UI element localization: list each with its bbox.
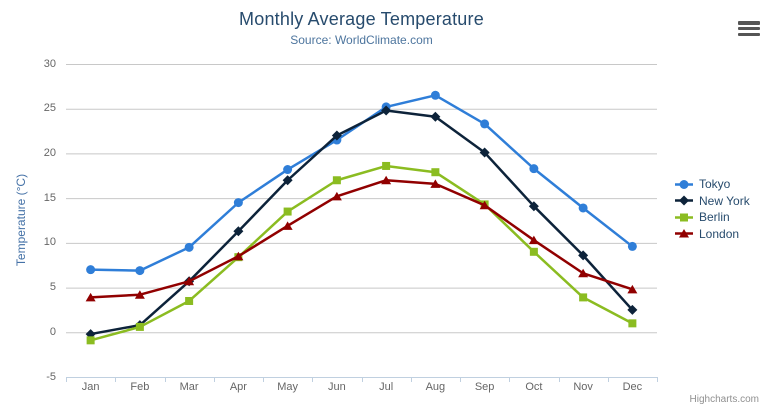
series-line-london	[89, 179, 634, 299]
x-tick-label: Oct	[525, 381, 543, 393]
hamburger-icon	[738, 32, 760, 36]
legend-label: New York	[699, 193, 750, 208]
data-point-london[interactable]	[528, 235, 539, 245]
hamburger-icon	[738, 26, 760, 31]
y-tick-label: 10	[43, 236, 56, 249]
y-tick-label: 0	[49, 325, 56, 338]
data-point-berlin[interactable]	[579, 293, 588, 302]
data-point-new-york[interactable]	[578, 250, 589, 261]
data-point-new-york[interactable]	[627, 304, 638, 315]
data-point-berlin[interactable]	[185, 296, 194, 305]
context-menu-button[interactable]	[738, 21, 760, 36]
data-point-new-york[interactable]	[233, 226, 244, 237]
data-point-tokyo[interactable]	[529, 164, 539, 174]
data-point-new-york[interactable]	[479, 147, 490, 158]
data-point-berlin[interactable]	[382, 161, 391, 170]
y-tick-label: 30	[43, 57, 56, 70]
x-tick-label: Jan	[81, 381, 100, 393]
legend-label: Tokyo	[699, 177, 731, 192]
data-point-london[interactable]	[134, 290, 145, 299]
x-tick-label: Jul	[379, 381, 394, 393]
data-point-london[interactable]	[233, 251, 244, 261]
x-tick-label: Aug	[425, 381, 446, 393]
legend-triangle-icon	[675, 229, 693, 238]
data-point-tokyo[interactable]	[283, 165, 293, 175]
data-point-new-york[interactable]	[430, 111, 441, 122]
data-point-new-york[interactable]	[381, 105, 392, 116]
data-point-berlin[interactable]	[86, 336, 95, 345]
x-tick-label: Mar	[179, 381, 199, 393]
data-point-berlin[interactable]	[332, 176, 341, 185]
data-point-berlin[interactable]	[135, 322, 144, 331]
data-point-berlin[interactable]	[529, 247, 538, 256]
x-tick-label: Feb	[130, 381, 150, 393]
legend: Tokyo New York Berlin London	[674, 176, 750, 242]
legend-label: London	[699, 226, 740, 241]
chart-subtitle: Source: WorldClimate.com	[290, 33, 433, 47]
series-tokyo[interactable]	[86, 90, 637, 276]
data-point-tokyo[interactable]	[480, 119, 490, 129]
x-tick-label: Dec	[622, 381, 643, 393]
data-point-tokyo[interactable]	[233, 198, 243, 208]
data-point-tokyo[interactable]	[430, 90, 440, 100]
data-point-new-york[interactable]	[331, 130, 342, 141]
y-tick-label: 15	[43, 191, 56, 204]
legend-item-tokyo[interactable]: Tokyo	[674, 176, 750, 193]
series-line-berlin	[89, 164, 634, 342]
series-line-tokyo	[89, 94, 634, 272]
data-point-tokyo[interactable]	[627, 241, 637, 251]
data-point-london[interactable]	[85, 292, 96, 302]
data-point-london[interactable]	[282, 221, 293, 230]
data-point-tokyo[interactable]	[135, 266, 145, 276]
data-point-tokyo[interactable]	[578, 203, 588, 213]
data-point-london[interactable]	[184, 276, 195, 286]
legend-circle-icon	[675, 179, 693, 189]
y-tick-label: 25	[43, 102, 56, 115]
data-point-berlin[interactable]	[283, 207, 292, 216]
hamburger-icon	[738, 21, 760, 25]
data-point-london[interactable]	[430, 179, 441, 188]
credits-link[interactable]: Highcharts.com	[689, 394, 759, 405]
legend-label: Berlin	[699, 210, 730, 225]
legend-item-new-york[interactable]: New York	[674, 193, 750, 210]
data-point-london[interactable]	[627, 284, 638, 294]
data-point-new-york[interactable]	[528, 201, 539, 212]
data-point-london[interactable]	[331, 191, 342, 201]
series-new-york[interactable]	[85, 105, 638, 340]
data-point-london[interactable]	[479, 200, 490, 210]
data-point-tokyo[interactable]	[184, 242, 194, 252]
legend-square-icon	[675, 213, 693, 222]
data-point-tokyo[interactable]	[86, 265, 96, 275]
x-tick-label: May	[277, 381, 299, 393]
data-point-berlin[interactable]	[431, 168, 440, 177]
legend-item-berlin[interactable]: Berlin	[674, 209, 750, 226]
x-tick-label: Apr	[229, 381, 247, 393]
legend-diamond-icon	[675, 195, 693, 206]
y-tick-label: 5	[49, 281, 56, 294]
data-point-london[interactable]	[578, 268, 589, 278]
data-point-berlin[interactable]	[628, 319, 637, 328]
data-point-new-york[interactable]	[282, 175, 293, 186]
chart-title: Monthly Average Temperature	[239, 9, 484, 29]
x-tick-label: Nov	[573, 381, 593, 393]
x-tick-label: Jun	[328, 381, 346, 393]
data-point-london[interactable]	[381, 175, 392, 185]
series-line-new-york	[89, 109, 634, 336]
y-tick-label: 20	[43, 146, 56, 159]
legend-item-london[interactable]: London	[674, 226, 750, 243]
series-london[interactable]	[85, 175, 638, 302]
y-tick-label: -5	[46, 370, 56, 383]
x-tick-label: Sep	[474, 381, 495, 393]
